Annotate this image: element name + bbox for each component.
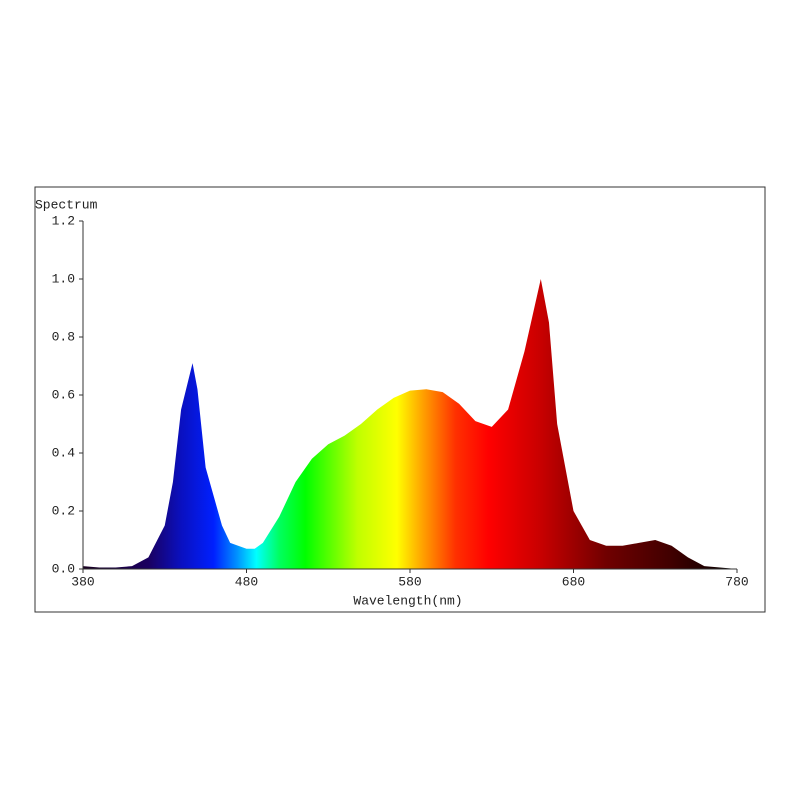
x-tick-label: 680 (562, 574, 585, 589)
y-tick-label: 1.0 (52, 271, 75, 286)
x-tick-label: 780 (725, 574, 748, 589)
y-axis-label: Spectrum (35, 197, 98, 212)
y-tick-label: 0.4 (52, 445, 76, 460)
y-tick-label: 0.8 (52, 329, 75, 344)
x-axis-label: Wavelength(nm) (353, 593, 462, 608)
x-tick-label: 580 (398, 574, 421, 589)
y-tick-label: 0.6 (52, 387, 75, 402)
y-tick-label: 1.2 (52, 213, 75, 228)
x-tick-label: 380 (71, 574, 94, 589)
spectrum-area (83, 279, 737, 569)
y-tick-label: 0.0 (52, 561, 75, 576)
frame (34, 186, 766, 613)
x-tick-label: 480 (235, 574, 258, 589)
y-tick-label: 0.2 (52, 503, 75, 518)
